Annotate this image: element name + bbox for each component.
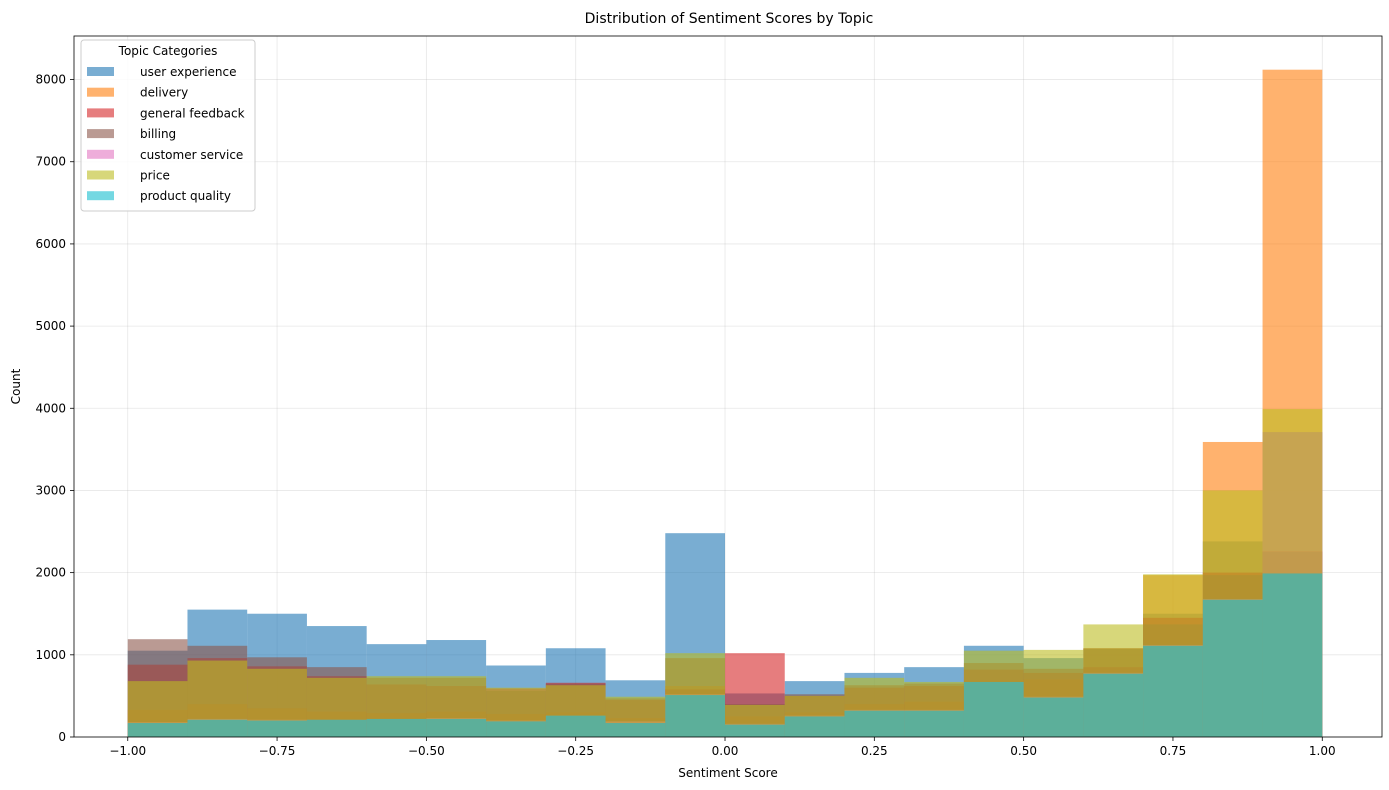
histogram-bar [725,724,785,737]
histogram-bar [306,719,367,737]
legend-swatch [87,67,114,76]
histogram-bars [127,69,1323,737]
legend-swatch [87,149,114,159]
x-tick-label: 0.50 [1010,744,1037,758]
x-tick-label: 1.00 [1309,744,1336,758]
legend-label: delivery [140,86,188,100]
histogram-bar [247,720,307,737]
legend-swatch [87,129,114,139]
x-axis-label: Sentiment Score [678,766,777,780]
x-tick-label: 0.00 [712,744,739,758]
x-tick-label: −1.00 [109,744,146,758]
x-tick-label: −0.25 [557,744,594,758]
x-axis: −1.00 −0.75 −0.50 −0.25 0.00 0.25 0.50 0.75 1.00 [109,737,1336,758]
histogram-bar [784,716,845,737]
legend-swatch [87,191,114,201]
legend-label: general feedback [140,106,245,120]
histogram-bar [1023,697,1084,737]
y-axis: 0 1000 2000 3000 4000 5000 6000 7000 8000 [35,73,74,744]
series-product-quality [127,573,1323,737]
x-tick-label: −0.75 [259,744,296,758]
histogram-bar [1143,645,1203,737]
x-tick-label: 0.25 [861,744,888,758]
y-tick-label: 6000 [35,237,66,251]
histogram-bar [844,710,905,737]
y-tick-label: 2000 [35,566,66,580]
histogram-bar [127,723,188,737]
legend-label: billing [140,127,176,141]
y-tick-label: 4000 [35,401,66,415]
y-tick-label: 0 [58,730,66,744]
legend: Topic Categories user experience delivery g… [80,39,256,212]
legend-swatch [87,170,114,180]
y-axis-label: Count [9,368,23,404]
histogram-bar [605,723,666,737]
histogram-bar [1202,599,1263,737]
histogram-bar [426,718,487,737]
legend-label: customer service [140,148,243,162]
histogram-bar [963,681,1024,737]
y-tick-label: 7000 [35,155,66,169]
x-tick-label: 0.75 [1160,744,1187,758]
chart-title: Distribution of Sentiment Scores by Topi… [585,11,874,27]
histogram-bar [1083,673,1144,737]
y-tick-label: 3000 [35,483,66,497]
legend-label: user experience [140,65,237,79]
legend-label: product quality [140,189,231,203]
legend-swatch [87,87,114,97]
histogram-bar [545,715,606,737]
x-tick-label: −0.50 [408,744,445,758]
histogram-bar [486,721,546,737]
legend-box [80,39,256,212]
y-tick-label: 1000 [35,648,66,662]
histogram-bar [1262,573,1323,737]
histogram-bar [187,719,248,737]
legend-swatch [87,108,114,118]
histogram-bar [665,695,726,737]
histogram-bar [366,718,427,737]
plot-frame [73,35,1383,738]
histogram-bar [904,710,964,737]
y-tick-label: 5000 [35,319,66,333]
y-tick-label: 8000 [35,73,66,87]
legend-label: price [140,169,170,183]
legend-title: Topic Categories [118,44,218,58]
